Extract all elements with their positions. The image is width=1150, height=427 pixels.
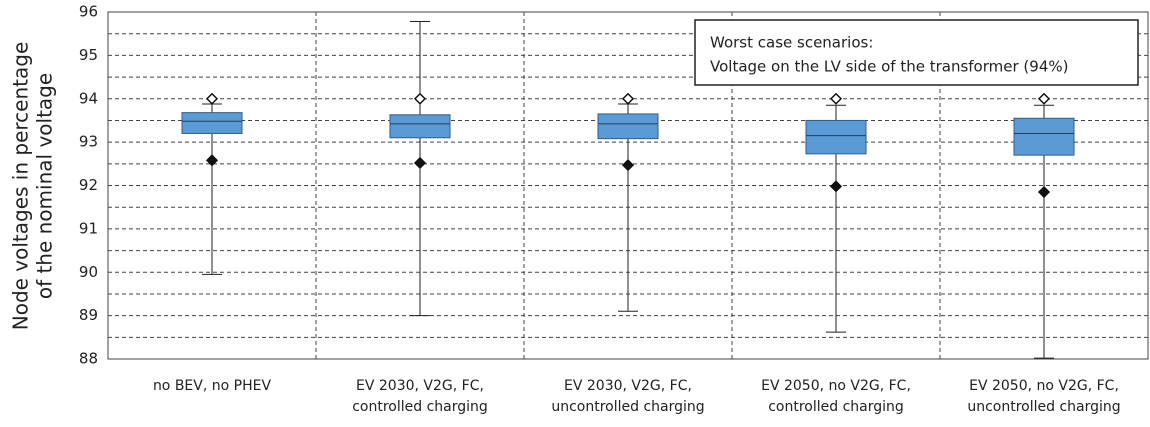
x-tick-label: uncontrolled charging <box>967 399 1120 415</box>
y-tick-label: 91 <box>79 219 98 237</box>
y-tick-label: 93 <box>79 133 98 151</box>
x-tick-label: EV 2050, no V2G, FC, <box>969 378 1119 394</box>
plot-frame <box>107 11 1149 360</box>
y-tick-label: 92 <box>79 176 98 194</box>
lower-marker <box>621 159 635 172</box>
upper-marker <box>413 92 427 105</box>
upper-marker <box>829 92 843 105</box>
x-tick-label: uncontrolled charging <box>551 399 704 415</box>
annotation-text: Voltage on the LV side of the transforme… <box>710 58 1068 76</box>
upper-marker <box>621 92 635 105</box>
box <box>1013 117 1075 156</box>
annotation-box <box>694 19 1139 86</box>
y-tick-label: 89 <box>79 306 98 324</box>
x-tick-label: EV 2030, V2G, FC, <box>356 378 484 394</box>
upper-marker <box>205 92 219 105</box>
box <box>181 112 243 134</box>
x-tick-label: no BEV, no PHEV <box>153 378 272 394</box>
x-tick-label: controlled charging <box>352 399 488 415</box>
y-tick-label: 96 <box>79 3 98 21</box>
box <box>389 114 451 139</box>
annotation-text: Worst case scenarios: <box>710 34 873 52</box>
box <box>597 113 659 140</box>
upper-marker <box>1037 92 1051 105</box>
x-tick-label: EV 2050, no V2G, FC, <box>761 378 911 394</box>
lower-marker <box>205 154 219 167</box>
y-tick-label: 88 <box>79 350 98 368</box>
lower-marker <box>1037 185 1051 199</box>
y-tick-label: 90 <box>79 263 98 281</box>
x-tick-label: EV 2030, V2G, FC, <box>564 378 692 394</box>
y-tick-label: 94 <box>79 89 98 107</box>
y-axis-label-line: Node voltages in percentage <box>9 42 33 331</box>
lower-marker <box>413 156 427 170</box>
box <box>805 119 867 155</box>
lower-marker <box>829 180 843 193</box>
y-tick-label: 95 <box>79 46 98 64</box>
y-axis-label: Node voltages in percentage of the nomin… <box>9 42 57 331</box>
x-tick-label: controlled charging <box>768 399 904 415</box>
y-axis-label-line: of the nominal voltage <box>33 73 57 299</box>
